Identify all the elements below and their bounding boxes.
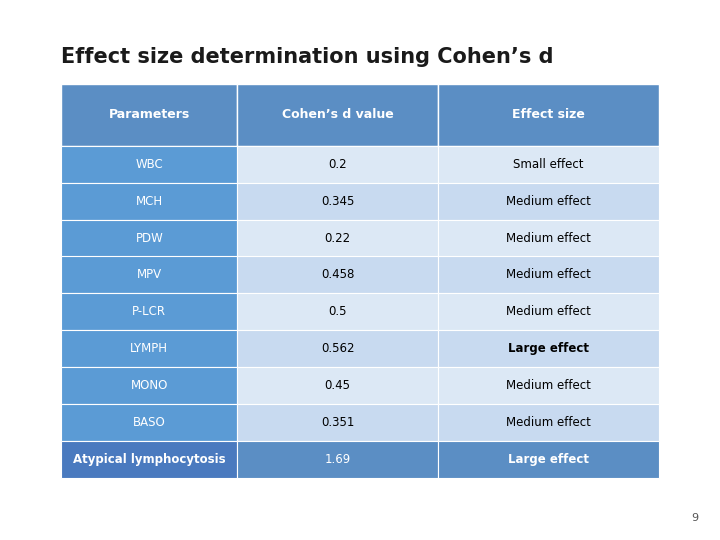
Bar xyxy=(61,404,238,441)
Bar xyxy=(438,330,659,367)
Bar xyxy=(238,404,438,441)
Text: Effect size determination using Cohen’s d: Effect size determination using Cohen’s … xyxy=(61,46,554,67)
Text: 0.562: 0.562 xyxy=(321,342,354,355)
Bar xyxy=(61,146,238,183)
Bar xyxy=(238,441,438,478)
Bar xyxy=(61,330,238,367)
Text: 0.2: 0.2 xyxy=(328,158,347,171)
Polygon shape xyxy=(0,22,720,540)
Bar xyxy=(61,220,238,256)
Text: 0.22: 0.22 xyxy=(325,232,351,245)
Bar xyxy=(438,441,659,478)
Bar xyxy=(238,84,438,146)
Bar xyxy=(438,367,659,404)
Bar xyxy=(438,84,659,146)
Text: Harar: Harar xyxy=(686,28,706,34)
Bar xyxy=(61,441,238,478)
Bar xyxy=(0,0,720,73)
Bar xyxy=(238,293,438,330)
Bar xyxy=(61,367,238,404)
Bar xyxy=(438,183,659,220)
Bar xyxy=(238,146,438,183)
Text: Medium effect: Medium effect xyxy=(506,194,590,208)
Bar xyxy=(61,256,238,293)
Bar xyxy=(438,404,659,441)
Text: Parameters: Parameters xyxy=(109,108,190,122)
Text: 0.458: 0.458 xyxy=(321,268,354,281)
Text: Medium effect: Medium effect xyxy=(506,379,590,392)
Bar xyxy=(61,183,238,220)
Text: MONO: MONO xyxy=(130,379,168,392)
Text: P-LCR: P-LCR xyxy=(132,305,166,319)
Text: MCH: MCH xyxy=(136,194,163,208)
Bar xyxy=(438,146,659,183)
Text: 0.5: 0.5 xyxy=(328,305,347,319)
Bar xyxy=(238,367,438,404)
Text: 1.69: 1.69 xyxy=(325,453,351,466)
Text: Effect size: Effect size xyxy=(512,108,585,122)
Text: WBC: WBC xyxy=(135,158,163,171)
Text: Atypical lymphocytosis: Atypical lymphocytosis xyxy=(73,453,225,466)
Text: Cohen’s d value: Cohen’s d value xyxy=(282,108,393,122)
Text: Medium effect: Medium effect xyxy=(506,305,590,319)
Polygon shape xyxy=(0,12,720,51)
Text: Medium effect: Medium effect xyxy=(506,232,590,245)
Text: 28th EPHA Annual Conference: 28th EPHA Annual Conference xyxy=(552,8,706,17)
Text: Large effect: Large effect xyxy=(508,453,589,466)
Text: LYMPH: LYMPH xyxy=(130,342,168,355)
Bar xyxy=(238,330,438,367)
Text: Medium effect: Medium effect xyxy=(506,416,590,429)
Text: Small effect: Small effect xyxy=(513,158,583,171)
Text: PDW: PDW xyxy=(135,232,163,245)
Text: 9: 9 xyxy=(691,514,698,523)
Bar xyxy=(438,220,659,256)
Polygon shape xyxy=(0,0,720,483)
Bar xyxy=(238,183,438,220)
Bar xyxy=(238,256,438,293)
Polygon shape xyxy=(0,441,720,483)
Text: MPV: MPV xyxy=(137,268,162,281)
Bar xyxy=(438,293,659,330)
Bar xyxy=(61,84,238,146)
Bar xyxy=(0,475,720,540)
Text: BASO: BASO xyxy=(133,416,166,429)
Text: February 19-22, 2017  Harari Cultural Center: February 19-22, 2017 Harari Cultural Cen… xyxy=(549,19,706,25)
Text: 0.351: 0.351 xyxy=(321,416,354,429)
Text: Large effect: Large effect xyxy=(508,342,589,355)
Bar xyxy=(238,220,438,256)
Text: 0.45: 0.45 xyxy=(325,379,351,392)
Text: 0.345: 0.345 xyxy=(321,194,354,208)
Text: Medium effect: Medium effect xyxy=(506,268,590,281)
Bar xyxy=(438,256,659,293)
Bar xyxy=(61,293,238,330)
